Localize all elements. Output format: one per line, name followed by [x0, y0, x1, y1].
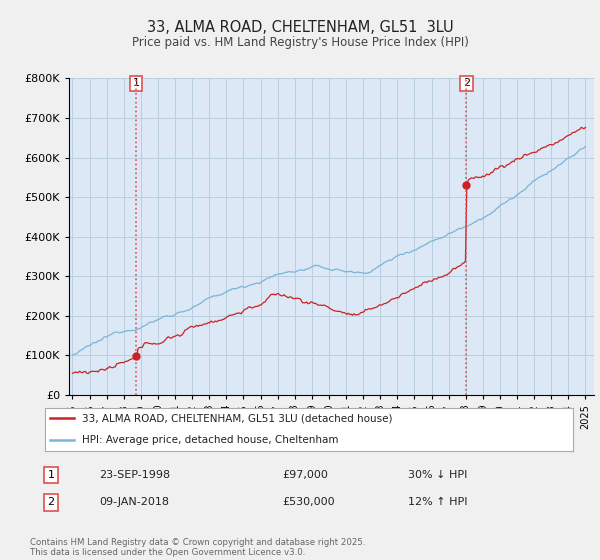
Text: Contains HM Land Registry data © Crown copyright and database right 2025.
This d: Contains HM Land Registry data © Crown c… — [30, 538, 365, 557]
Text: 1: 1 — [133, 78, 140, 88]
Text: HPI: Average price, detached house, Cheltenham: HPI: Average price, detached house, Chel… — [82, 435, 338, 445]
Text: £530,000: £530,000 — [282, 497, 335, 507]
Text: 23-SEP-1998: 23-SEP-1998 — [99, 470, 170, 480]
Text: 2: 2 — [47, 497, 55, 507]
Text: £97,000: £97,000 — [282, 470, 328, 480]
Text: 30% ↓ HPI: 30% ↓ HPI — [408, 470, 467, 480]
Text: Price paid vs. HM Land Registry's House Price Index (HPI): Price paid vs. HM Land Registry's House … — [131, 36, 469, 49]
Text: 33, ALMA ROAD, CHELTENHAM, GL51  3LU: 33, ALMA ROAD, CHELTENHAM, GL51 3LU — [146, 20, 454, 35]
Text: 12% ↑ HPI: 12% ↑ HPI — [408, 497, 467, 507]
Text: 33, ALMA ROAD, CHELTENHAM, GL51 3LU (detached house): 33, ALMA ROAD, CHELTENHAM, GL51 3LU (det… — [82, 413, 392, 423]
Text: 1: 1 — [47, 470, 55, 480]
Text: 09-JAN-2018: 09-JAN-2018 — [99, 497, 169, 507]
Text: 2: 2 — [463, 78, 470, 88]
